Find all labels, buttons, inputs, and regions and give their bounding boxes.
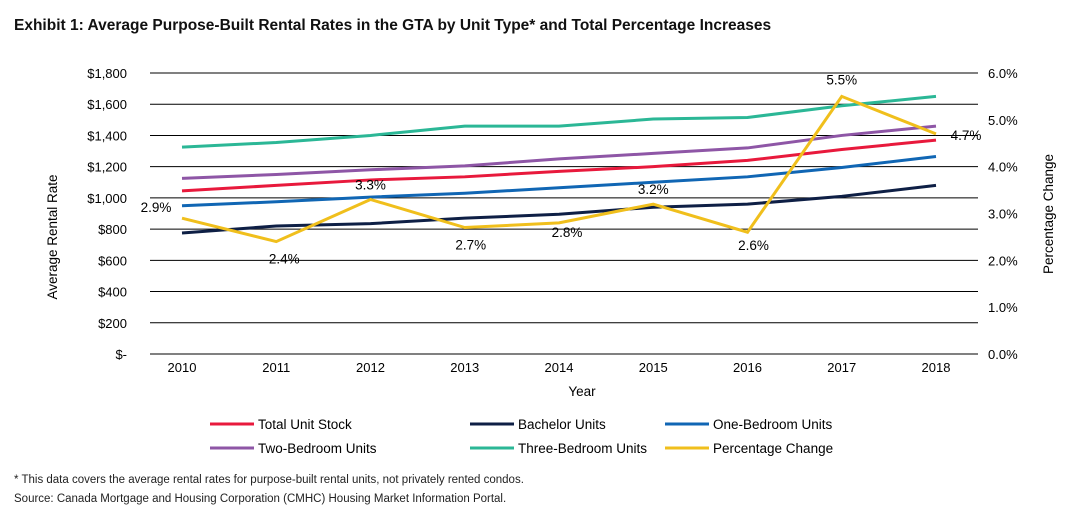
y2-tick-label: 5.0%: [988, 113, 1018, 128]
legend-label: Three-Bedroom Units: [518, 441, 647, 456]
data-label: 2.9%: [141, 200, 172, 215]
y-tick-label: $1,800: [87, 66, 127, 81]
y-axis-title: Average Rental Rate: [45, 174, 60, 299]
y2-tick-label: 6.0%: [988, 66, 1018, 81]
legend-label: One-Bedroom Units: [713, 417, 833, 432]
legend-label: Bachelor Units: [518, 417, 606, 432]
data-label: 2.8%: [552, 225, 583, 240]
x-tick-label: 2016: [733, 360, 762, 375]
y-tick-label: $1,000: [87, 191, 127, 206]
series-line-percentage-change: [181, 94, 937, 244]
data-label: 2.7%: [455, 238, 486, 253]
y2-tick-label: 4.0%: [988, 160, 1018, 175]
data-label: 3.3%: [355, 177, 386, 192]
legend-label: Two-Bedroom Units: [258, 441, 377, 456]
y-tick-label: $1,200: [87, 160, 127, 175]
x-tick-label: 2012: [356, 360, 385, 375]
data-label: 4.7%: [951, 128, 982, 143]
y-tick-label: $1,400: [87, 128, 127, 143]
y2-tick-label: 1.0%: [988, 300, 1018, 315]
x-tick-label: 2010: [168, 360, 197, 375]
series-line-three-bedroom-units: [181, 94, 937, 149]
x-tick-label: 2014: [545, 360, 574, 375]
footnote: * This data covers the average rental ra…: [14, 474, 524, 486]
y-tick-label: $200: [98, 316, 127, 331]
data-label: 2.6%: [738, 238, 769, 253]
y-tick-label: $400: [98, 285, 127, 300]
data-label: 3.2%: [638, 182, 669, 197]
y2-tick-label: 3.0%: [988, 207, 1018, 222]
chart-title: Exhibit 1: Average Purpose-Built Rental …: [14, 17, 772, 34]
series-line-total-unit-stock: [181, 138, 937, 193]
series-line-bachelor-units: [181, 183, 937, 235]
x-tick-label: 2015: [639, 360, 668, 375]
y-tick-label: $800: [98, 222, 127, 237]
x-tick-label: 2011: [262, 360, 290, 375]
data-label: 5.5%: [826, 72, 857, 87]
legend-label: Percentage Change: [713, 441, 833, 456]
y2-tick-label: 0.0%: [988, 347, 1018, 362]
source-note: Source: Canada Mortgage and Housing Corp…: [14, 493, 507, 505]
x-tick-label: 2017: [827, 360, 856, 375]
series-line-one-bedroom-units: [181, 155, 937, 208]
data-label: 2.4%: [269, 252, 300, 267]
y-tick-label: $1,600: [87, 97, 127, 112]
y2-axis-title: Percentage Change: [1041, 154, 1056, 274]
y2-tick-label: 2.0%: [988, 253, 1018, 268]
y-tick-label: $600: [98, 253, 127, 268]
legend-label: Total Unit Stock: [258, 417, 352, 432]
x-tick-label: 2018: [922, 360, 951, 375]
x-tick-label: 2013: [450, 360, 479, 375]
y-tick-label: $-: [115, 347, 127, 362]
x-axis-title: Year: [568, 384, 596, 399]
